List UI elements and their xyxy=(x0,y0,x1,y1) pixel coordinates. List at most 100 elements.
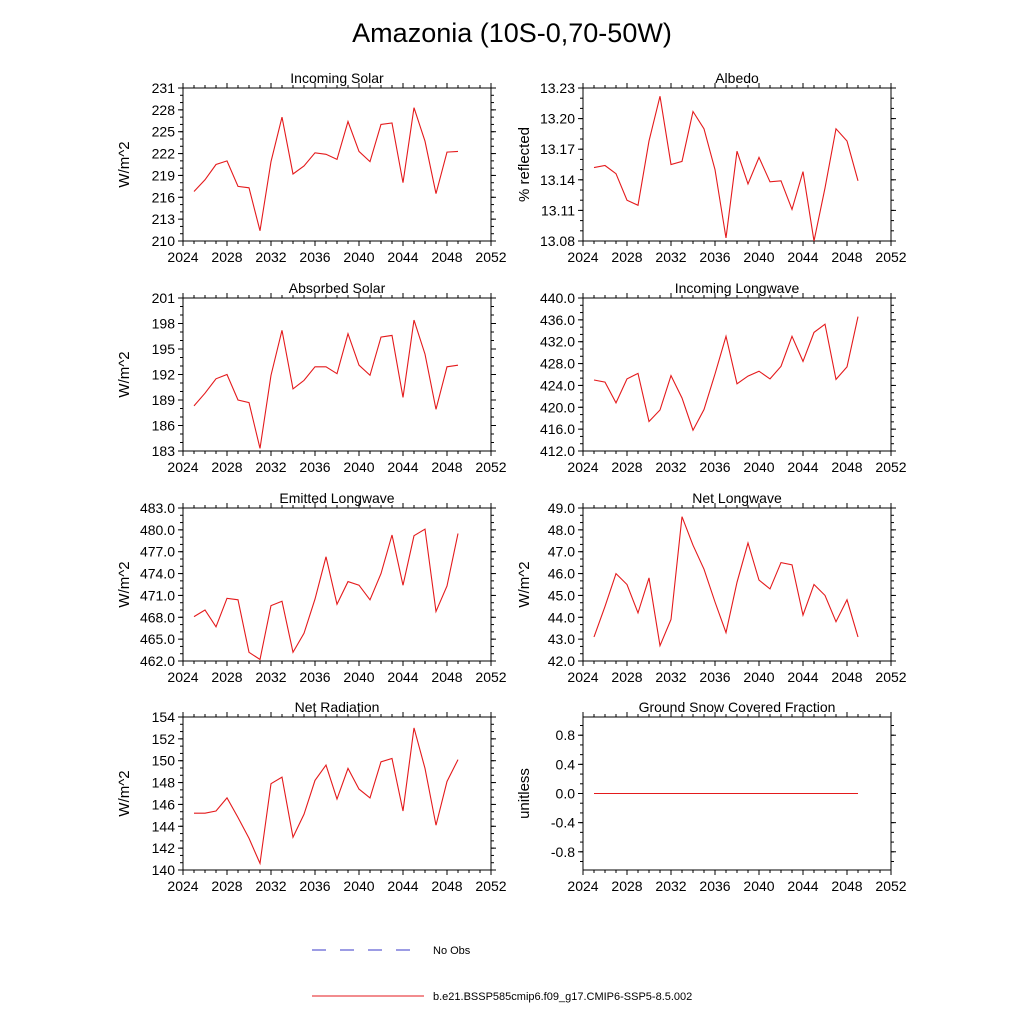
x-tick-label: 2052 xyxy=(475,249,506,265)
y-tick-label: 13.17 xyxy=(540,141,575,157)
y-tick-label: 219 xyxy=(152,167,176,183)
x-tick-label: 2040 xyxy=(343,459,374,475)
series-line xyxy=(593,96,859,242)
y-tick-label: 468.0 xyxy=(140,609,175,625)
x-tick-label: 2036 xyxy=(699,249,730,265)
y-tick-label: 216 xyxy=(152,189,176,205)
y-axis-label: W/m^2 xyxy=(116,141,133,187)
panel-title: Net Longwave xyxy=(692,490,782,506)
x-tick-label: 2032 xyxy=(255,878,286,894)
y-tick-label: 222 xyxy=(152,146,176,162)
y-tick-label: 13.20 xyxy=(540,111,575,127)
panel-title: Absorbed Solar xyxy=(289,280,386,296)
y-tick-label: 154 xyxy=(152,709,176,725)
x-tick-label: 2036 xyxy=(299,249,330,265)
y-tick-label: 46.0 xyxy=(548,566,575,582)
y-tick-label: 148 xyxy=(152,775,176,791)
x-tick-label: 2036 xyxy=(699,878,730,894)
x-tick-label: 2044 xyxy=(387,878,418,894)
x-tick-label: 2044 xyxy=(387,249,418,265)
y-tick-label: 198 xyxy=(152,316,176,332)
legend-label-model: b.e21.BSSP585cmip6.f09_g17.CMIP6-SSP5-8.… xyxy=(433,991,692,1003)
x-tick-label: 2040 xyxy=(343,669,374,685)
x-tick-label: 2032 xyxy=(255,459,286,475)
legend-label-no-obs: No Obs xyxy=(433,945,471,957)
y-tick-label: 144 xyxy=(152,818,176,834)
panel-8: Ground Snow Covered Fraction unitless 2024… xyxy=(516,699,907,894)
y-tick-label: 142 xyxy=(152,840,176,856)
y-tick-label: 201 xyxy=(152,290,176,306)
y-tick-label: 477.0 xyxy=(140,544,175,560)
panel-title: Emitted Longwave xyxy=(279,490,394,506)
x-tick-label: 2052 xyxy=(875,249,906,265)
y-tick-label: 210 xyxy=(152,233,176,249)
x-tick-label: 2040 xyxy=(743,249,774,265)
panel-4: Incoming Longwave 2024 2028 2032 2036 2040 204… xyxy=(540,280,907,475)
y-tick-label: 140 xyxy=(152,862,176,878)
x-tick-label: 2024 xyxy=(167,878,198,894)
y-tick-label: 45.0 xyxy=(548,587,575,603)
y-tick-label: 471.0 xyxy=(140,587,175,603)
y-tick-label: 13.11 xyxy=(541,202,575,218)
series-line xyxy=(193,528,459,661)
y-tick-label: 416.0 xyxy=(540,421,575,437)
y-tick-label: -0.4 xyxy=(551,815,575,831)
y-tick-label: 186 xyxy=(152,418,176,434)
panel-title: Incoming Solar xyxy=(290,70,384,86)
y-tick-label: 189 xyxy=(152,392,176,408)
y-tick-label: 428.0 xyxy=(540,356,575,372)
y-tick-label: 13.23 xyxy=(540,80,575,96)
panel-title: Incoming Longwave xyxy=(675,280,800,296)
x-tick-label: 2024 xyxy=(567,878,598,894)
x-tick-label: 2028 xyxy=(611,249,642,265)
x-tick-label: 2052 xyxy=(475,669,506,685)
y-tick-label: 48.0 xyxy=(548,522,575,538)
y-tick-label: 465.0 xyxy=(140,631,175,647)
x-tick-label: 2032 xyxy=(255,669,286,685)
x-tick-label: 2044 xyxy=(387,459,418,475)
y-tick-label: 231 xyxy=(152,80,176,96)
x-tick-label: 2028 xyxy=(611,669,642,685)
y-tick-label: 432.0 xyxy=(540,334,575,350)
x-tick-label: 2028 xyxy=(211,878,242,894)
y-tick-label: 213 xyxy=(152,211,176,227)
panel-5: Emitted Longwave W/m^2 2024 2028 2032 2036 204… xyxy=(116,490,507,685)
x-tick-label: 2040 xyxy=(743,878,774,894)
x-tick-label: 2040 xyxy=(743,459,774,475)
y-axis-label: W/m^2 xyxy=(116,351,133,397)
x-tick-label: 2040 xyxy=(343,878,374,894)
x-tick-label: 2044 xyxy=(787,459,818,475)
series-line xyxy=(193,319,459,449)
x-tick-label: 2048 xyxy=(431,249,462,265)
series-line xyxy=(593,516,859,648)
y-tick-label: 13.08 xyxy=(540,233,575,249)
y-axis-label: W/m^2 xyxy=(516,561,533,607)
x-tick-label: 2052 xyxy=(875,878,906,894)
x-tick-label: 2044 xyxy=(787,878,818,894)
x-tick-label: 2048 xyxy=(431,459,462,475)
x-tick-label: 2036 xyxy=(299,878,330,894)
x-tick-label: 2028 xyxy=(611,459,642,475)
x-tick-label: 2040 xyxy=(343,249,374,265)
y-axis-label: % reflected xyxy=(516,127,533,202)
x-tick-label: 2028 xyxy=(211,249,242,265)
x-tick-label: 2048 xyxy=(831,249,862,265)
x-tick-label: 2052 xyxy=(875,459,906,475)
x-tick-label: 2048 xyxy=(831,459,862,475)
panel-2: Albedo % reflected 2024 2028 2032 2036 2040 204… xyxy=(516,70,907,265)
y-tick-label: 420.0 xyxy=(540,399,575,415)
y-tick-label: 228 xyxy=(152,102,176,118)
y-tick-label: 440.0 xyxy=(540,290,575,306)
y-tick-label: 462.0 xyxy=(140,653,175,669)
y-tick-label: 13.14 xyxy=(540,172,575,188)
x-tick-label: 2032 xyxy=(255,249,286,265)
y-tick-label: 483.0 xyxy=(140,500,175,516)
x-tick-label: 2032 xyxy=(655,249,686,265)
y-axis-label: W/m^2 xyxy=(116,770,133,816)
x-tick-label: 2028 xyxy=(211,669,242,685)
x-tick-label: 2036 xyxy=(699,459,730,475)
y-tick-label: 49.0 xyxy=(548,500,575,516)
y-tick-label: 480.0 xyxy=(140,522,175,538)
